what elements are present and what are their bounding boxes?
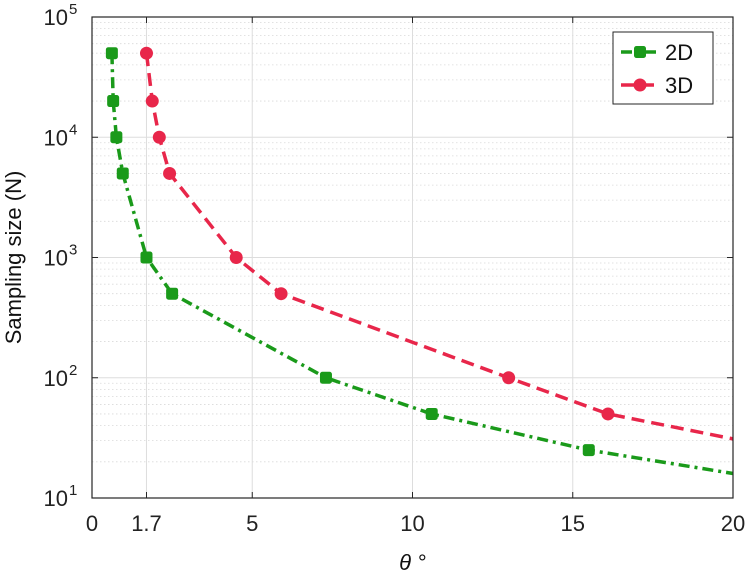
- y-tick-label: 10: [44, 5, 68, 30]
- data-point-2D: [319, 371, 332, 384]
- x-tick-label: 5: [246, 511, 258, 536]
- legend-box: [612, 31, 714, 105]
- x-tick-label: 20: [721, 511, 745, 536]
- data-point-2D: [116, 167, 129, 180]
- data-point-3D: [274, 287, 288, 301]
- data-point-2D: [166, 287, 179, 300]
- y-tick-label: 10: [44, 125, 68, 150]
- data-point-3D: [152, 130, 166, 144]
- x-tick-label: 15: [561, 511, 585, 536]
- y-tick-exponent: 5: [69, 1, 77, 18]
- y-tick-label: 10: [44, 366, 68, 391]
- data-point-2D: [110, 131, 123, 144]
- x-ticks: 0 1.7 5 10 15 20: [86, 17, 745, 536]
- data-point-3D: [502, 371, 516, 385]
- data-point-3D: [163, 166, 177, 180]
- data-point-2D: [582, 444, 595, 457]
- x-tick-label: 1.7: [131, 511, 162, 536]
- y-tick-exponent: 2: [69, 362, 77, 379]
- data-point-3D: [229, 251, 243, 264]
- legend-marker-2D: [634, 46, 646, 58]
- x-tick-label: 10: [400, 511, 424, 536]
- y-axis-label: Sampling size (N): [1, 171, 26, 345]
- series-3D: [139, 46, 734, 441]
- y-tick-exponent: 3: [69, 242, 77, 259]
- data-point-2D: [105, 47, 118, 60]
- y-tick-label: 10: [44, 246, 68, 271]
- series-line-2D: [110, 53, 734, 476]
- plot-series: [105, 46, 734, 476]
- data-point-2D: [425, 407, 438, 420]
- data-point-3D: [145, 94, 159, 108]
- y-tick-exponent: 4: [69, 121, 77, 138]
- y-tick-exponent: 1: [69, 482, 77, 499]
- x-axis-label: θ °: [399, 550, 426, 575]
- data-point-2D: [107, 95, 120, 108]
- y-tick-label: 10: [44, 486, 68, 511]
- x-tick-label: 0: [86, 511, 98, 536]
- series-2D: [105, 47, 734, 476]
- data-point-3D: [601, 407, 615, 421]
- legend-label-2D: 2D: [665, 40, 693, 65]
- series-line-3D: [144, 52, 734, 441]
- legend-marker-3D: [633, 78, 647, 92]
- data-point-3D: [139, 46, 153, 60]
- legend-label-3D: 3D: [665, 73, 693, 98]
- data-point-2D: [140, 251, 153, 264]
